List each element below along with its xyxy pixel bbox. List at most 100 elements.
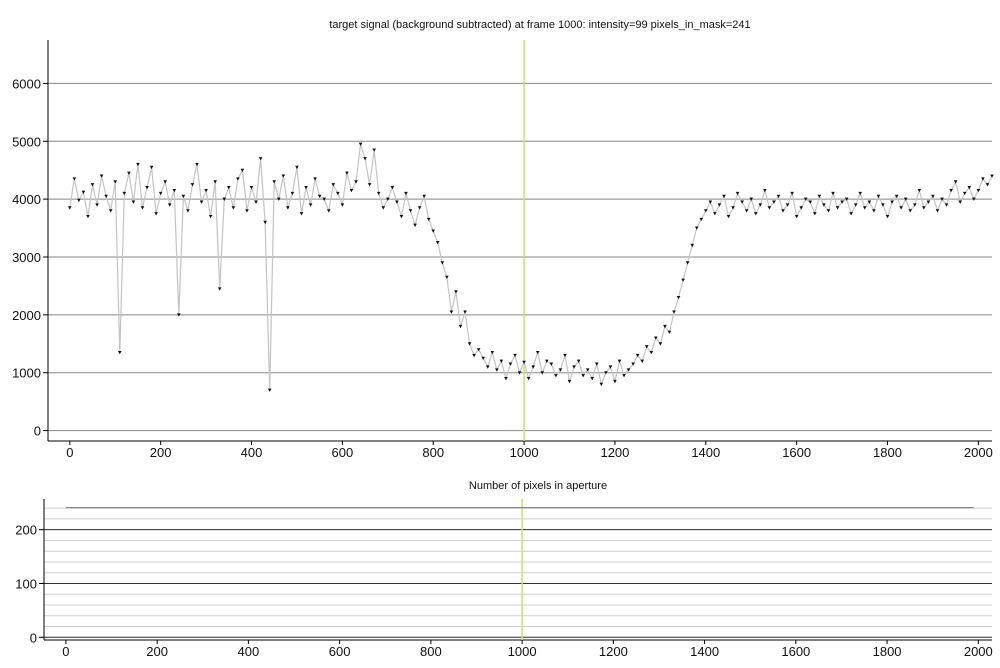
- data-point: [426, 217, 431, 222]
- data-point: [463, 310, 467, 314]
- data-point: [817, 194, 822, 199]
- data-point: [204, 188, 208, 193]
- data-point: [254, 200, 258, 204]
- data-point: [422, 194, 426, 199]
- data-point: [658, 342, 663, 346]
- x-tick-label: 2000: [964, 644, 993, 659]
- data-point: [240, 168, 245, 172]
- data-point: [431, 229, 436, 233]
- data-point: [790, 191, 794, 196]
- data-point: [717, 203, 722, 207]
- data-point: [72, 177, 77, 181]
- y-tick-label: 1000: [12, 366, 41, 381]
- data-point: [317, 194, 322, 199]
- data-point: [304, 186, 308, 190]
- data-point: [813, 212, 817, 216]
- data-point: [490, 350, 495, 355]
- x-tick-label: 800: [420, 644, 442, 659]
- data-point: [390, 186, 395, 190]
- data-point: [572, 365, 576, 369]
- data-point: [199, 200, 204, 204]
- data-point: [967, 186, 972, 190]
- data-point: [127, 171, 131, 175]
- data-point: [863, 206, 867, 210]
- x-tick-label: 1000: [508, 644, 537, 659]
- series-line: [69, 144, 993, 391]
- data-point: [272, 180, 277, 184]
- signal-plot-title: target signal (background subtracted) at…: [329, 19, 750, 31]
- data-point: [772, 200, 776, 204]
- data-point: [962, 191, 967, 196]
- x-tick-label: 0: [62, 644, 69, 659]
- data-point: [831, 191, 835, 196]
- x-tick-label: 1600: [782, 445, 811, 460]
- data-point: [626, 368, 631, 372]
- data-point: [222, 197, 227, 201]
- data-point: [367, 183, 372, 187]
- data-point: [867, 200, 872, 204]
- data-point: [104, 194, 108, 199]
- data-point: [681, 278, 685, 282]
- data-point: [690, 243, 694, 248]
- data-point: [345, 171, 349, 175]
- data-point: [685, 261, 690, 265]
- data-point: [131, 200, 136, 204]
- data-point: [117, 350, 122, 355]
- data-point: [990, 174, 994, 178]
- data-point: [186, 209, 190, 213]
- x-tick-label: 600: [329, 644, 351, 659]
- data-point: [940, 197, 944, 201]
- pixels-plot-title: Number of pixels in aperture: [469, 480, 607, 492]
- x-tick-label: 800: [422, 445, 444, 460]
- data-point: [286, 206, 290, 210]
- data-point: [308, 203, 313, 207]
- x-tick-label: 1800: [873, 644, 902, 659]
- data-point: [95, 203, 99, 207]
- y-tick-label: 100: [15, 576, 37, 591]
- signal-plot[interactable]: target signal (background subtracted) at…: [12, 19, 994, 460]
- data-point: [644, 345, 649, 349]
- data-point: [922, 206, 926, 210]
- data-point: [667, 330, 672, 335]
- data-point: [481, 356, 486, 361]
- data-point: [785, 203, 790, 207]
- data-point: [890, 200, 894, 204]
- data-point: [808, 200, 813, 204]
- data-point: [236, 177, 240, 181]
- data-point: [704, 209, 708, 213]
- data-point: [590, 377, 595, 381]
- data-point: [654, 336, 658, 340]
- data-point: [981, 177, 985, 181]
- data-point: [767, 206, 772, 210]
- data-point: [467, 342, 472, 346]
- data-point: [476, 348, 481, 352]
- data-point: [181, 194, 186, 199]
- data-point: [926, 200, 931, 204]
- data-point: [608, 365, 613, 369]
- data-point: [826, 209, 831, 213]
- data-point: [358, 142, 363, 146]
- data-point: [822, 203, 826, 207]
- data-point: [213, 180, 217, 184]
- data-point: [931, 194, 935, 199]
- data-point: [108, 209, 113, 213]
- data-point: [953, 180, 958, 184]
- data-point: [858, 191, 863, 196]
- data-point: [504, 377, 508, 381]
- data-point: [722, 194, 726, 199]
- data-point: [363, 157, 367, 161]
- data-point: [140, 206, 145, 210]
- data-point: [617, 359, 622, 363]
- data-point: [731, 206, 735, 210]
- data-point: [881, 203, 885, 207]
- data-point: [417, 206, 422, 210]
- data-point: [853, 203, 858, 207]
- data-point: [694, 226, 699, 230]
- data-point: [576, 359, 581, 363]
- data-point: [81, 190, 86, 194]
- x-tick-label: 1400: [690, 644, 719, 659]
- data-point: [740, 200, 744, 204]
- data-point: [472, 353, 476, 358]
- data-point: [517, 371, 522, 375]
